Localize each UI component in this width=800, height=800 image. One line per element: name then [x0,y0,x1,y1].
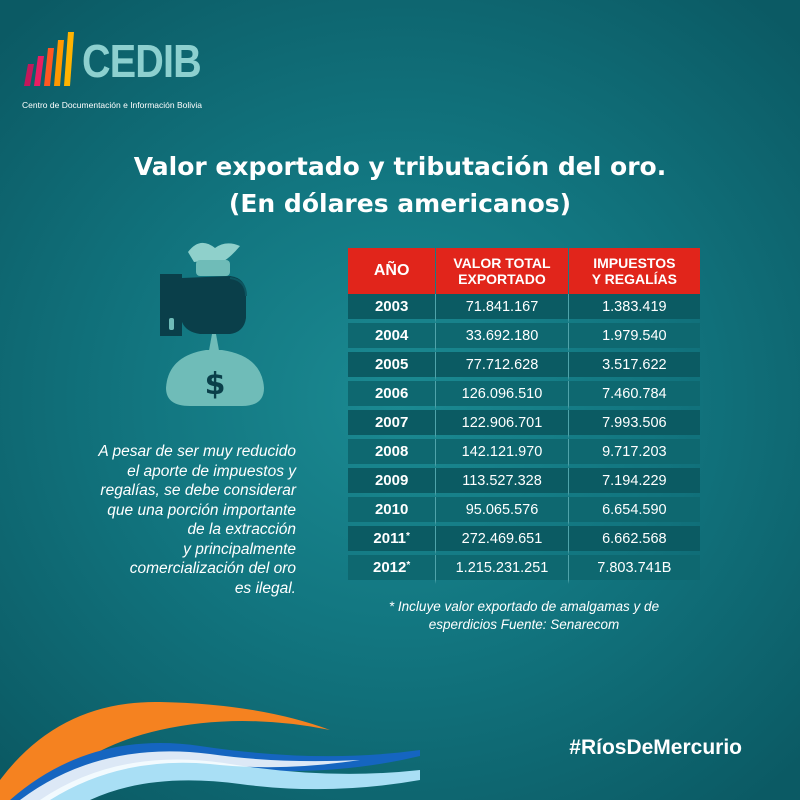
table-row: 2010 95.065.576 6.654.590 [348,497,700,526]
tax-cell: 6.654.590 [568,497,700,526]
table-row: 2012* 1.215.231.251 7.803.741B [348,555,700,584]
footnote-line-2: esperdicios Fuente: Senarecom [428,617,620,632]
logo-bar [24,64,34,86]
tax-cell: 9.717.203 [568,439,700,468]
year-text: 2005 [374,356,409,373]
header-export-line-1: VALOR TOTAL [453,255,551,271]
export-value-cell: 77.712.628 [436,352,569,381]
table-row: 2003 71.841.167 1.383.419 [348,294,700,323]
caption-line: de la extracción [187,521,296,538]
caption-line: el aporte de impuestos y [127,462,296,480]
logo-bars-icon [24,32,74,86]
header-export-value: VALOR TOTAL EXPORTADO [436,248,569,294]
export-value-cell: 142.121.970 [436,439,569,468]
year-cell: 2011* [348,526,437,555]
tax-cell: 7.803.741B [568,555,700,584]
export-value-cell: 126.096.510 [436,381,569,410]
year-text: 2008 [374,443,409,460]
tax-cell: 1.979.540 [568,323,700,352]
year-text: 2004 [374,327,409,344]
year-text: 2011 [373,530,406,547]
year-cell: 2005 [348,352,437,381]
caption-line: comercialización del oro [129,560,296,577]
footnote-line-1: * Incluye valor exportado de amalgamas y… [388,599,660,614]
table-row: 2004 33.692.180 1.979.540 [348,323,700,352]
tax-cell: 6.662.568 [568,526,700,555]
table-row: 2006 126.096.510 7.460.784 [348,381,700,410]
year-text: 2010 [374,501,409,518]
wave-dark-blue [10,743,420,800]
table-row: 2007 122.906.701 7.993.506 [348,410,700,439]
year-cell: 2006 [348,381,437,410]
caption-line: y principalmente [183,540,296,558]
hashtag: #RíosDeMercurio [569,736,742,759]
logo-bar [54,40,64,86]
export-value-cell: 33.692.180 [436,323,569,352]
wave-white [20,751,360,800]
wave-light-blue [40,759,420,800]
header-taxes-line-1: IMPUESTOS [593,255,676,271]
year-cell: 2004 [348,323,437,352]
footnote-mark: * [406,560,411,571]
decorative-waves [0,701,420,800]
header-year: AÑO [348,248,437,294]
year-cell: 2010 [348,497,437,526]
caption-text: A pesar de ser muy reducido el aporte de… [60,442,296,598]
year-cell: 2008 [348,439,437,468]
export-table: AÑO VALOR TOTAL EXPORTADO IMPUESTOS Y RE… [348,248,700,584]
export-value-cell: 113.527.328 [436,468,569,497]
year-text: 2007 [374,414,409,431]
logo-subtitle: Centro de Documentación e Información Bo… [22,100,203,110]
caption-line: A pesar de ser muy reducido [98,443,296,460]
title-line-1: Valor exportado y tributación del oro. [133,152,667,181]
logo-bar [44,48,54,86]
wave-orange [0,701,330,800]
dollar-sign: $ [205,367,226,402]
page-title: Valor exportado y tributación del oro. (… [0,148,800,222]
caption-line: que una porción importante [107,501,296,519]
table-row: 2009 113.527.328 7.194.229 [348,468,700,497]
logo-name: CEDIB [82,35,202,87]
tax-cell: 7.194.229 [568,468,700,497]
footnote: * Incluye valor exportado de amalgamas y… [348,598,700,634]
logo-bar [64,32,74,86]
export-value-cell: 1.215.231.251 [436,555,569,584]
year-text: 2012 [372,559,407,576]
tax-cell: 7.993.506 [568,410,700,439]
logo-bar [34,56,44,86]
header-year-text: AÑO [373,262,410,279]
table-row: 2005 77.712.628 3.517.622 [348,352,700,381]
tax-cell: 3.517.622 [568,352,700,381]
header-taxes: IMPUESTOS Y REGALÍAS [568,248,700,294]
export-value-cell: 122.906.701 [436,410,569,439]
year-cell: 2003 [348,294,437,323]
export-value-cell: 71.841.167 [436,294,569,323]
table-row: 2011* 272.469.651 6.662.568 [348,526,700,555]
tax-cell: 7.460.784 [568,381,700,410]
table-row: 2008 142.121.970 9.717.203 [348,439,700,468]
header-taxes-line-2: Y REGALÍAS [591,271,677,287]
caption-line: regalías, se debe considerar [100,482,296,499]
year-text: 2003 [374,298,409,315]
table-header-row: AÑO VALOR TOTAL EXPORTADO IMPUESTOS Y RE… [348,248,700,294]
title-line-2: (En dólares americanos) [228,189,572,218]
tax-cell: 1.383.419 [568,294,700,323]
year-cell: 2012* [348,555,437,584]
caption-line: es ilegal. [234,579,296,597]
header-export-line-2: EXPORTADO [458,271,546,287]
money-bag-hand-icon: $ [160,242,264,406]
year-cell: 2007 [348,410,437,439]
year-cell: 2009 [348,468,437,497]
export-value-cell: 95.065.576 [436,497,569,526]
footnote-mark: * [405,531,410,542]
year-text: 2009 [374,472,409,489]
export-value-cell: 272.469.651 [436,526,569,555]
year-text: 2006 [374,385,409,402]
